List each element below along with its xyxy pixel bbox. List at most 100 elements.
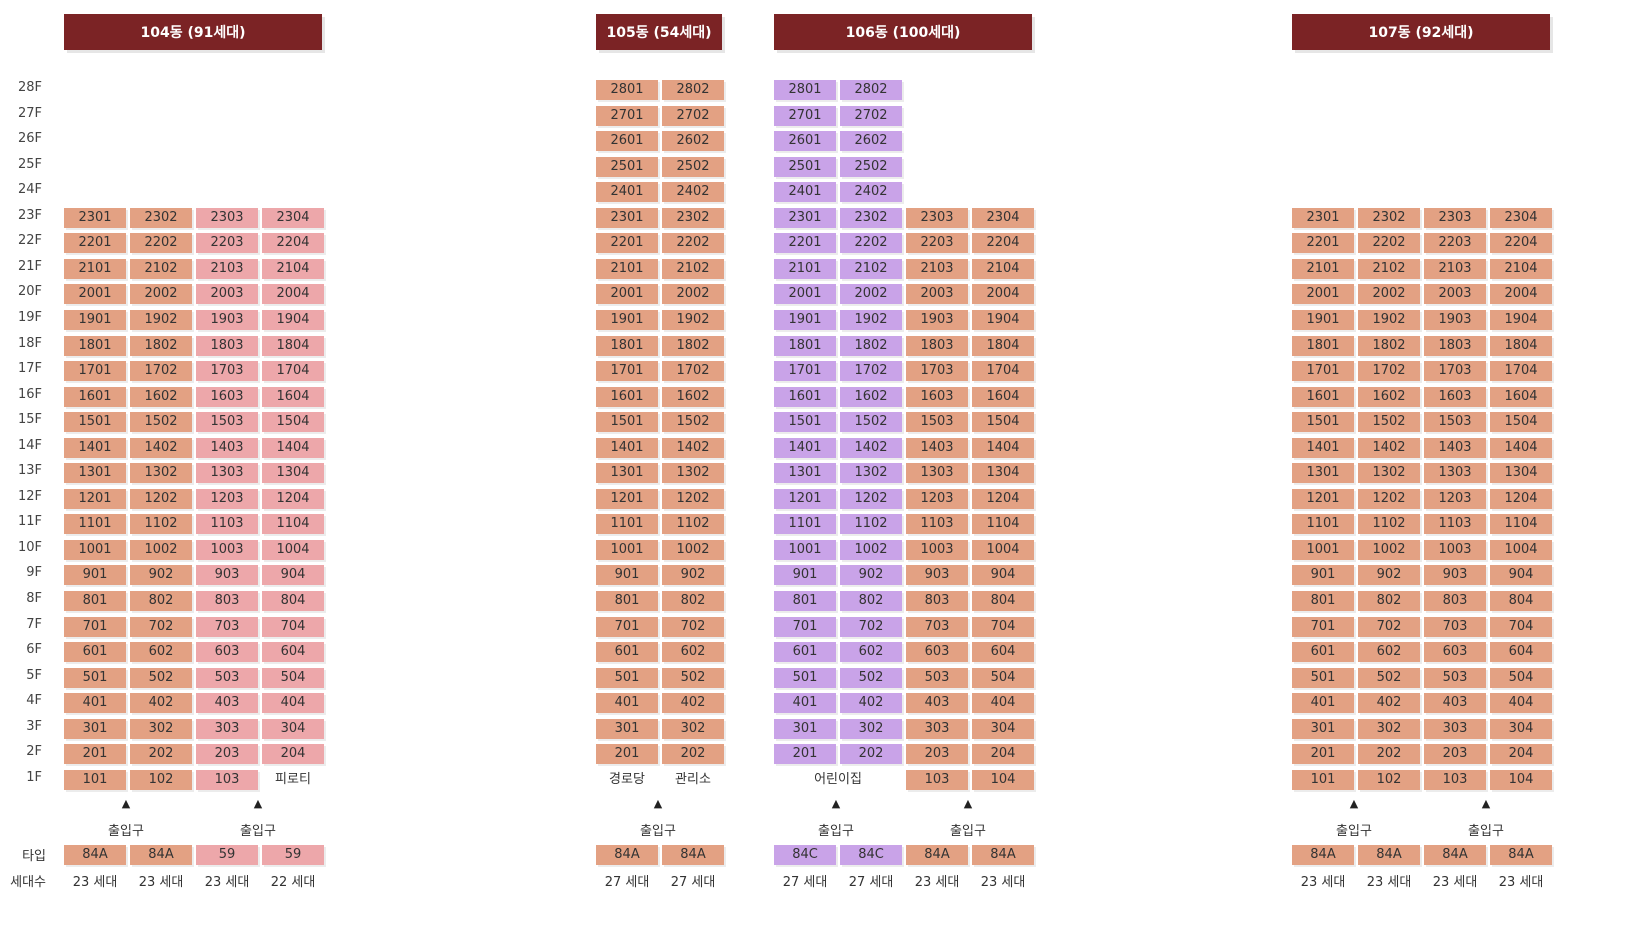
unit-cell: 1902 — [840, 309, 902, 330]
unit-cell: 1101 — [64, 514, 126, 535]
unit-cell: 2101 — [774, 258, 836, 279]
unit-cell: 2201 — [596, 233, 658, 254]
unit-cell: 901 — [1292, 565, 1354, 586]
unit-type-badge: 84A — [906, 845, 968, 865]
unit-cell: 1903 — [906, 309, 968, 330]
unit-cell: 102 — [1358, 769, 1420, 790]
unit-cell: 1302 — [1358, 463, 1420, 484]
unit-cell: 2303 — [1424, 207, 1486, 228]
unit-cell: 1602 — [1358, 386, 1420, 407]
building-header-107: 107동 (92세대) — [1292, 14, 1550, 50]
unit-cell: 1403 — [906, 437, 968, 458]
unit-cell: 2301 — [1292, 207, 1354, 228]
unit-cell: 1504 — [1490, 412, 1552, 433]
unit-cell: 602 — [662, 642, 724, 663]
unit-cell: 202 — [840, 744, 902, 765]
unit-cell: 303 — [1424, 718, 1486, 739]
unit-cell: 301 — [596, 718, 658, 739]
household-count: 23 세대 — [138, 875, 184, 890]
unit-cell: 1503 — [906, 412, 968, 433]
unit-cell: 802 — [1358, 591, 1420, 611]
unit-cell: 202 — [1358, 744, 1420, 765]
unit-type-badge: 84A — [662, 845, 724, 865]
unit-cell: 204 — [262, 744, 324, 765]
unit-cell: 1801 — [64, 335, 126, 356]
unit-cell: 804 — [1490, 591, 1552, 611]
unit-cell: 1704 — [972, 361, 1034, 382]
floor-label: 28F — [17, 80, 42, 95]
unit-cell: 704 — [262, 616, 324, 637]
unit-cell: 704 — [972, 616, 1034, 637]
entrance-arrow-icon: ▲ — [653, 797, 663, 810]
unit-cell: 803 — [906, 591, 968, 611]
unit-cell: 1804 — [972, 335, 1034, 356]
unit-cell: 302 — [662, 718, 724, 739]
unit-cell: 1504 — [972, 412, 1034, 433]
unit-cell: 2102 — [130, 258, 192, 279]
unit-cell: 1702 — [130, 361, 192, 382]
unit-cell: 1404 — [972, 437, 1034, 458]
unit-cell: 2602 — [840, 131, 902, 152]
unit-cell: 2201 — [774, 233, 836, 254]
unit-cell: 604 — [972, 642, 1034, 663]
unit-cell: 2102 — [662, 258, 724, 279]
unit-cell: 1401 — [774, 437, 836, 458]
unit-cell: 1901 — [596, 309, 658, 330]
unit-cell: 1501 — [64, 412, 126, 433]
household-count: 27 세대 — [670, 875, 716, 890]
unit-cell: 101 — [64, 769, 126, 790]
unit-cell: 401 — [596, 693, 658, 714]
unit-cell: 404 — [972, 693, 1034, 714]
unit-cell: 1801 — [774, 335, 836, 356]
unit-cell: 2301 — [774, 207, 836, 228]
entrance-label: 출입구 — [1336, 824, 1372, 839]
unit-cell: 2204 — [972, 233, 1034, 254]
entrance-arrow-icon: ▲ — [831, 797, 841, 810]
unit-cell: 603 — [1424, 642, 1486, 663]
unit-cell: 1203 — [906, 488, 968, 509]
floor-label: 21F — [17, 258, 42, 274]
unit-cell: 2201 — [1292, 233, 1354, 254]
building-header-105: 105동 (54세대) — [596, 14, 722, 50]
unit-cell: 604 — [262, 642, 324, 663]
unit-cell: 1502 — [1358, 412, 1420, 433]
unit-cell: 1001 — [774, 539, 836, 560]
floor-label: 16F — [17, 386, 42, 402]
entrance-label: 출입구 — [950, 824, 986, 839]
unit-cell: 1704 — [262, 361, 324, 382]
unit-cell: 802 — [840, 591, 902, 611]
unit-cell: 204 — [972, 744, 1034, 765]
unit-cell: 2203 — [196, 233, 258, 254]
unit-cell: 2802 — [840, 80, 902, 100]
unit-cell: 1702 — [1358, 361, 1420, 382]
unit-cell: 1904 — [262, 309, 324, 330]
unit-cell: 1702 — [840, 361, 902, 382]
floor-label: 9F — [26, 565, 42, 581]
unit-cell: 2302 — [130, 207, 192, 228]
unit-cell: 1804 — [262, 335, 324, 356]
unit-cell: 1502 — [662, 412, 724, 433]
unit-cell: 1802 — [130, 335, 192, 356]
unit-cell: 1102 — [1358, 514, 1420, 535]
unit-cell: 402 — [662, 693, 724, 714]
unit-cell: 1602 — [840, 386, 902, 407]
unit-cell: 2001 — [774, 284, 836, 305]
unit-cell: 503 — [196, 667, 258, 688]
unit-cell: 1402 — [130, 437, 192, 458]
unit-cell: 2701 — [774, 105, 836, 126]
unit-cell: 804 — [972, 591, 1034, 611]
household-count: 23 세대 — [1366, 875, 1412, 890]
unit-cell: 104 — [1490, 769, 1552, 790]
unit-cell: 2202 — [130, 233, 192, 254]
unit-cell: 701 — [1292, 616, 1354, 637]
unit-cell: 2004 — [262, 284, 324, 305]
unit-cell: 1403 — [1424, 437, 1486, 458]
unit-cell: 2001 — [596, 284, 658, 305]
unit-cell: 2003 — [906, 284, 968, 305]
unit-cell: 1104 — [262, 514, 324, 535]
unit-cell: 2401 — [596, 182, 658, 203]
unit-cell: 2104 — [262, 258, 324, 279]
unit-type-badge: 84A — [1424, 845, 1486, 865]
household-count: 23 세대 — [204, 875, 250, 890]
unit-cell: 2004 — [1490, 284, 1552, 305]
